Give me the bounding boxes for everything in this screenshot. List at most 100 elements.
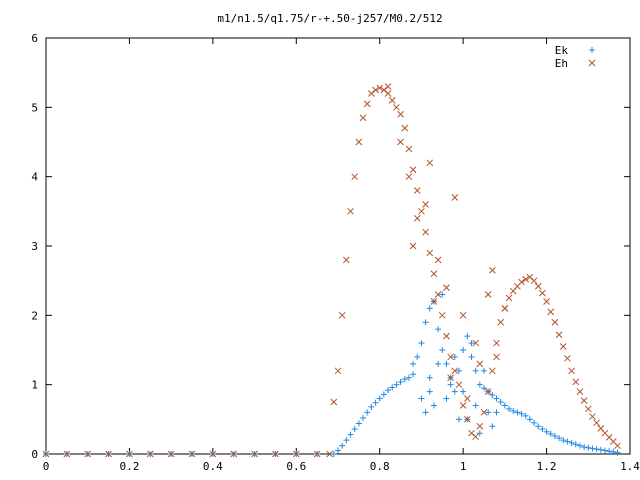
y-tick-label: 1	[31, 379, 38, 392]
data-point-eh	[372, 86, 379, 94]
data-point-ek	[435, 326, 442, 333]
x-tick-label: 1.2	[537, 460, 557, 473]
x-tick-label: 0.4	[203, 460, 223, 473]
data-point-eh	[447, 353, 454, 361]
data-point-ek	[576, 442, 583, 449]
data-point-eh	[409, 242, 417, 250]
series-ek	[43, 291, 621, 457]
data-point-eh	[501, 305, 509, 312]
data-point-eh	[497, 318, 505, 326]
data-point-eh	[505, 294, 513, 302]
data-point-ek	[397, 378, 404, 385]
data-point-eh	[484, 388, 492, 395]
data-point-eh	[518, 278, 525, 286]
data-point-ek	[535, 423, 542, 430]
data-point-ek	[506, 405, 513, 412]
data-point-eh	[534, 282, 542, 290]
data-point-ek	[468, 340, 475, 347]
chart-title: m1/n1.5/q1.75/r-+.50-j257/M0.2/512	[217, 12, 442, 25]
data-point-ek	[422, 409, 429, 416]
data-point-ek	[380, 391, 387, 398]
data-point-eh	[463, 395, 471, 402]
data-point-eh	[451, 194, 459, 201]
x-tick-label: 0.2	[119, 460, 139, 473]
data-point-ek	[485, 409, 492, 416]
data-point-eh	[593, 419, 600, 427]
data-point-eh	[251, 450, 258, 458]
data-point-ek	[493, 395, 500, 402]
data-point-ek	[547, 430, 554, 437]
data-point-ek	[610, 448, 617, 455]
data-point-ek	[589, 445, 596, 452]
data-point-ek	[372, 399, 379, 406]
data-point-eh	[547, 308, 555, 316]
data-point-ek	[339, 442, 346, 449]
data-point-ek	[551, 432, 558, 439]
data-point-eh	[472, 433, 480, 441]
data-point-ek	[330, 451, 337, 457]
data-point-ek	[422, 319, 429, 326]
data-point-eh	[530, 277, 538, 285]
data-point-ek	[522, 412, 529, 419]
data-point-ek	[497, 399, 504, 405]
legend-marker-ek	[589, 47, 595, 53]
data-point-eh	[338, 311, 346, 319]
x-tick-label: 0.8	[370, 460, 390, 473]
data-point-ek	[601, 447, 608, 454]
data-point-eh	[443, 332, 450, 340]
data-point-eh	[376, 84, 384, 92]
data-point-eh	[438, 311, 446, 319]
data-point-eh	[493, 353, 500, 361]
x-tick-label: 1	[460, 460, 467, 473]
data-point-eh	[447, 374, 454, 382]
data-point-eh	[167, 450, 175, 458]
data-point-eh	[555, 331, 563, 339]
y-tick-label: 6	[31, 32, 38, 45]
data-point-eh	[430, 270, 438, 278]
data-point-eh	[359, 114, 367, 122]
data-point-ek	[451, 353, 458, 360]
data-point-ek	[581, 444, 588, 451]
data-point-eh	[422, 228, 429, 236]
data-point-ek	[426, 305, 433, 312]
data-point-eh	[472, 339, 480, 347]
data-point-ek	[376, 395, 383, 402]
data-point-ek	[464, 333, 471, 340]
y-tick-label: 2	[31, 309, 38, 322]
data-point-ek	[460, 347, 467, 353]
data-point-ek	[418, 340, 425, 347]
data-point-eh	[388, 97, 396, 104]
data-point-eh	[330, 398, 338, 406]
data-point-ek	[539, 426, 546, 433]
data-point-ek	[489, 423, 496, 430]
data-point-ek	[343, 437, 350, 444]
data-point-ek	[447, 381, 454, 388]
data-point-ek	[410, 371, 417, 378]
data-point-ek	[426, 388, 433, 395]
data-point-eh	[342, 256, 350, 264]
data-point-ek	[414, 353, 421, 360]
data-point-eh	[397, 138, 404, 146]
data-point-ek	[518, 410, 525, 417]
data-point-eh	[463, 415, 471, 423]
y-tick-label: 4	[31, 171, 38, 184]
data-point-eh	[589, 413, 596, 420]
data-point-eh	[384, 90, 392, 97]
x-tick-label: 1.4	[620, 460, 640, 473]
data-point-eh	[384, 83, 392, 90]
data-point-ek	[597, 446, 604, 453]
data-point-ek	[556, 435, 563, 442]
data-point-eh	[476, 422, 484, 430]
data-point-ek	[364, 409, 371, 416]
data-point-ek	[393, 381, 400, 388]
data-point-ek	[476, 430, 483, 437]
data-point-eh	[426, 159, 434, 167]
data-point-eh	[355, 138, 363, 146]
data-point-ek	[489, 392, 496, 399]
data-point-ek	[472, 402, 479, 409]
y-tick-label: 5	[31, 101, 38, 114]
data-point-ek	[510, 408, 517, 415]
y-tick-label: 0	[31, 448, 38, 461]
data-point-ek	[560, 437, 567, 444]
